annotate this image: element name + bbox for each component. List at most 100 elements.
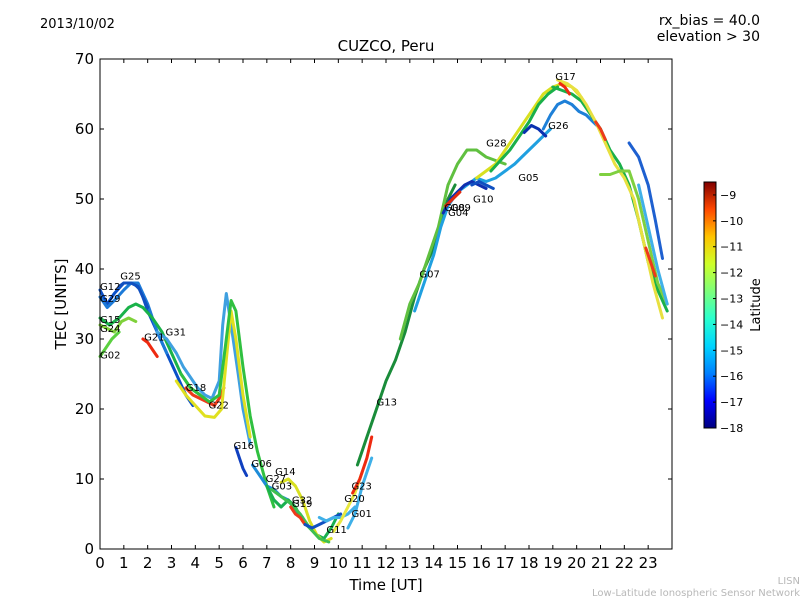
series-g21	[141, 337, 159, 358]
series-g26b	[522, 124, 548, 138]
date-label: 2013/10/02	[40, 17, 115, 32]
y-tick-label: 60	[75, 120, 94, 138]
series-g05	[179, 299, 276, 509]
series-g28	[475, 82, 583, 180]
x-tick-label: 18	[519, 554, 538, 572]
x-tick-label: 4	[191, 554, 201, 572]
sat-label-g16: G16	[233, 441, 253, 452]
y-tick-label: 0	[84, 540, 94, 558]
series-g02	[98, 330, 121, 358]
sat-label-g28: G28	[486, 139, 506, 150]
plot-frame	[99, 58, 673, 550]
x-tick-label: 3	[167, 554, 177, 572]
colorbar-tick-label: −9	[720, 189, 736, 202]
colorbar	[703, 181, 717, 429]
series-g26c	[594, 120, 607, 141]
x-tick-label: 15	[448, 554, 467, 572]
series-g24	[98, 316, 138, 334]
sat-label-g32: G32	[292, 496, 312, 507]
sat-label-g09: G09	[450, 203, 470, 214]
credit-long: Low-Latitude Ionospheric Sensor Network	[592, 588, 800, 599]
series-g10	[470, 180, 495, 190]
series-g23	[351, 435, 374, 495]
x-tick-label: 12	[376, 554, 395, 572]
x-tick-label: 9	[310, 554, 320, 572]
x-tick-label: 5	[214, 554, 224, 572]
series-layer	[98, 78, 669, 544]
sat-label-g24: G24	[100, 324, 120, 335]
x-tick-label: 7	[262, 554, 272, 572]
colorbar-tick-label: −17	[720, 396, 743, 409]
sat-label-g15: G15	[100, 315, 120, 326]
series-g05b	[489, 85, 560, 173]
sat-label-g21: G21	[144, 332, 164, 343]
x-tick-label: 10	[329, 554, 348, 572]
series-g12b	[627, 141, 664, 260]
sat-label-g05: G05	[518, 173, 538, 184]
series-g04	[441, 180, 488, 215]
chart-title: CUZCO, Peru	[337, 37, 435, 55]
x-tick-label: 16	[472, 554, 491, 572]
x-tick-label: 22	[615, 554, 634, 572]
series-g01	[346, 456, 374, 530]
x-tick-label: 17	[496, 554, 515, 572]
y-tick-label: 30	[75, 330, 94, 348]
x-tick-label: 2	[143, 554, 153, 572]
y-tick-label: 50	[75, 190, 94, 208]
sat-label-g10: G10	[473, 195, 493, 206]
series-g22b	[644, 246, 657, 278]
credit-short: LISN	[777, 576, 800, 587]
colorbar-tick-label: −13	[720, 293, 743, 306]
sat-label-g03: G03	[272, 482, 292, 493]
sat-label-g02: G02	[100, 351, 120, 362]
y-tick-label: 70	[75, 50, 94, 68]
sat-label-g19: G19	[292, 499, 312, 510]
colorbar-tick-label: −16	[720, 370, 743, 383]
x-tick-label: 21	[591, 554, 610, 572]
sat-label-g07: G07	[419, 269, 439, 280]
sat-label-g13: G13	[376, 398, 396, 409]
x-tick-label: 8	[286, 554, 296, 572]
y-axis-label: TEC [UNITS]	[52, 259, 70, 351]
sat-label-g20: G20	[344, 494, 364, 505]
series-g03	[270, 488, 331, 544]
colorbar-tick-label: −11	[720, 241, 743, 254]
series-g16	[234, 446, 249, 477]
x-tick-label: 11	[353, 554, 372, 572]
x-tick-label: 0	[95, 554, 105, 572]
sat-label-g31: G31	[166, 328, 186, 339]
series-g29b	[637, 183, 669, 306]
x-tick-label: 23	[639, 554, 658, 572]
elevation-label: elevation > 30	[656, 29, 760, 45]
series-g22	[174, 309, 252, 439]
sat-label-g29: G29	[100, 294, 120, 305]
sat-label-g14: G14	[275, 467, 295, 478]
colorbar-tick-label: −14	[720, 318, 743, 331]
series-g08	[413, 127, 552, 313]
series-g26	[541, 99, 602, 131]
series-g07	[398, 148, 507, 341]
series-g32	[289, 505, 307, 526]
sat-label-g25: G25	[120, 272, 140, 283]
series-g25	[117, 281, 150, 309]
x-axis: 0 1 2 3 4 5 6 7 8 9 10 11 12 13 14 15 16 17 18 19 20 21 22 23	[95, 59, 658, 572]
x-tick-label: 1	[119, 554, 129, 572]
series-g11	[317, 505, 357, 523]
x-tick-label: 20	[567, 554, 586, 572]
sat-label-g18: G18	[186, 383, 206, 394]
x-axis-label: Time [UT]	[348, 576, 422, 594]
sat-label-g01: G01	[351, 509, 371, 520]
sat-label-g04: G04	[448, 208, 468, 219]
series-g17c	[558, 82, 571, 96]
sat-label-g11: G11	[326, 525, 346, 536]
x-tick-label: 14	[424, 554, 443, 572]
x-tick-label: 13	[400, 554, 419, 572]
sat-label-g08: G08	[444, 203, 464, 214]
rx-bias-label: rx_bias = 40.0	[658, 13, 760, 29]
colorbar-tick-label: −12	[720, 267, 743, 280]
sat-label-g22: G22	[208, 400, 228, 411]
sat-label-g12: G12	[100, 282, 120, 293]
x-tick-label: 6	[238, 554, 248, 572]
